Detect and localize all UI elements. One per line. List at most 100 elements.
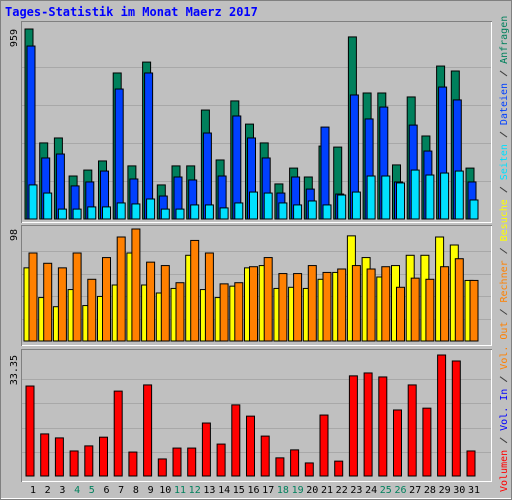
bar	[351, 265, 361, 342]
y-tick-label: 959	[9, 29, 20, 47]
bar	[84, 445, 94, 477]
bar	[175, 208, 185, 220]
bar	[216, 443, 226, 477]
x-tick-label: 12	[189, 485, 201, 496]
legend-label: Vol. In	[499, 389, 510, 431]
legend-separator	[499, 247, 508, 254]
bar	[249, 266, 258, 342]
bar	[393, 409, 402, 477]
bar	[396, 286, 405, 342]
bar	[334, 460, 344, 477]
x-tick-label: 26	[394, 485, 406, 496]
bar	[234, 282, 244, 342]
x-tick-label: 27	[409, 485, 421, 496]
bar	[190, 204, 200, 220]
panel-bevel	[22, 22, 492, 223]
bar	[466, 450, 476, 477]
bar	[454, 258, 464, 342]
bar	[263, 257, 273, 342]
x-tick-label: 10	[159, 485, 171, 496]
x-tick-label: 25	[380, 485, 392, 496]
bar	[131, 203, 141, 220]
bar	[99, 436, 108, 477]
bar	[190, 239, 200, 342]
bar	[219, 207, 229, 220]
x-tick-label: 29	[439, 485, 451, 496]
bar	[260, 435, 270, 477]
bar	[351, 191, 361, 220]
bar	[172, 447, 182, 477]
bar	[25, 385, 35, 477]
bar	[28, 252, 38, 342]
bar	[234, 202, 244, 220]
x-tick-label: 22	[336, 485, 348, 496]
bar	[293, 273, 303, 342]
x-tick-label: 24	[365, 485, 377, 496]
legend-separator	[499, 376, 508, 383]
legend-separator	[499, 309, 508, 315]
bar	[263, 192, 273, 220]
x-tick-label: 11	[174, 485, 186, 496]
bar	[113, 390, 123, 477]
x-tick-label: 9	[148, 485, 154, 496]
bar	[275, 457, 285, 477]
bar	[102, 206, 111, 220]
bar	[146, 261, 156, 342]
legend-label: Dateien	[499, 83, 510, 125]
bar	[437, 354, 447, 477]
bar	[290, 449, 300, 477]
x-tick-label: 6	[103, 485, 109, 496]
legend-separator	[499, 186, 508, 193]
bar	[144, 72, 154, 220]
bar	[319, 414, 329, 477]
bar	[87, 278, 97, 342]
legend-label: Vol. Out	[499, 322, 510, 370]
bar	[131, 228, 141, 342]
legend-label: Anfragen	[499, 16, 510, 64]
bar	[307, 200, 317, 220]
bar	[57, 208, 67, 220]
bar	[146, 198, 156, 220]
bar	[204, 252, 214, 342]
bar	[363, 372, 373, 477]
bar	[128, 451, 138, 477]
x-tick-label: 31	[468, 485, 480, 496]
x-tick-label: 28	[424, 485, 436, 496]
bar	[43, 192, 53, 220]
bar	[28, 184, 38, 220]
bar	[54, 437, 64, 477]
bar	[322, 271, 332, 342]
chart-title: Tages-Statistik im Monat Maerz 2017	[5, 5, 258, 19]
bar	[378, 376, 388, 477]
x-tick-label: 17	[262, 485, 274, 496]
bar	[160, 265, 170, 342]
bar	[43, 262, 53, 342]
bar	[469, 279, 479, 342]
bar	[116, 236, 126, 342]
bar	[219, 283, 229, 342]
bar	[204, 204, 214, 220]
legend-separator	[499, 437, 508, 444]
bar	[440, 172, 450, 220]
bar	[278, 273, 288, 342]
bar	[72, 252, 82, 342]
x-tick-label: 14	[218, 485, 230, 496]
bar	[307, 265, 317, 342]
bar	[143, 384, 153, 477]
x-tick-label: 20	[306, 485, 318, 496]
bar	[114, 88, 124, 220]
bar	[278, 202, 288, 220]
y-tick-label: 98	[9, 229, 20, 241]
x-tick-label: 1	[30, 485, 36, 496]
bar	[454, 170, 464, 220]
x-tick-label: 23	[350, 485, 362, 496]
bar	[366, 175, 376, 220]
legend-label: Seiten	[499, 144, 510, 180]
bar	[422, 407, 432, 477]
bar	[425, 278, 435, 342]
bar	[396, 182, 405, 220]
bar	[187, 447, 197, 477]
x-tick-label: 13	[203, 485, 215, 496]
